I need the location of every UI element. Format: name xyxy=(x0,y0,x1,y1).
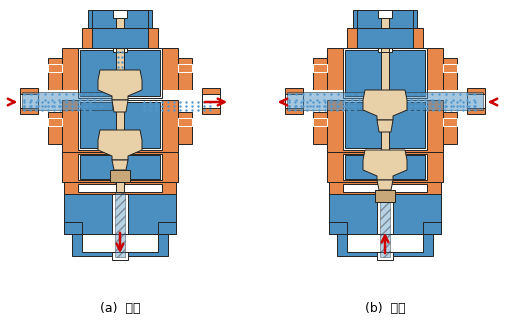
Polygon shape xyxy=(62,152,178,182)
Polygon shape xyxy=(178,58,192,90)
Polygon shape xyxy=(20,90,220,112)
Polygon shape xyxy=(92,28,148,48)
Polygon shape xyxy=(329,182,441,194)
Polygon shape xyxy=(381,10,389,98)
Polygon shape xyxy=(48,58,62,90)
Polygon shape xyxy=(22,92,112,110)
Polygon shape xyxy=(78,48,162,98)
Polygon shape xyxy=(443,112,457,144)
Polygon shape xyxy=(116,10,124,90)
Polygon shape xyxy=(347,234,423,252)
Polygon shape xyxy=(62,48,178,100)
Polygon shape xyxy=(313,112,327,144)
Polygon shape xyxy=(345,102,425,148)
Polygon shape xyxy=(345,155,425,179)
Polygon shape xyxy=(62,100,178,152)
Polygon shape xyxy=(110,170,130,182)
Text: (a)  分流: (a) 分流 xyxy=(100,302,140,315)
Polygon shape xyxy=(393,92,483,110)
Polygon shape xyxy=(343,184,427,192)
Polygon shape xyxy=(98,130,142,160)
Polygon shape xyxy=(112,182,128,260)
Polygon shape xyxy=(285,88,303,114)
Polygon shape xyxy=(329,222,347,234)
Polygon shape xyxy=(178,64,192,72)
Polygon shape xyxy=(48,112,62,144)
Polygon shape xyxy=(443,58,457,90)
Polygon shape xyxy=(72,234,168,256)
Polygon shape xyxy=(377,182,393,260)
Polygon shape xyxy=(327,100,443,152)
Polygon shape xyxy=(343,48,427,98)
Polygon shape xyxy=(357,28,413,48)
Polygon shape xyxy=(378,10,392,52)
Polygon shape xyxy=(116,52,124,192)
Polygon shape xyxy=(178,118,192,126)
Polygon shape xyxy=(377,180,393,190)
Polygon shape xyxy=(92,28,148,48)
Polygon shape xyxy=(363,150,407,180)
Polygon shape xyxy=(48,64,62,72)
Polygon shape xyxy=(112,160,128,170)
Polygon shape xyxy=(112,100,128,112)
Polygon shape xyxy=(78,184,162,192)
Polygon shape xyxy=(353,10,417,52)
Polygon shape xyxy=(80,102,160,148)
Polygon shape xyxy=(357,10,413,28)
Polygon shape xyxy=(82,28,158,48)
Polygon shape xyxy=(343,154,427,180)
Polygon shape xyxy=(347,28,423,48)
Polygon shape xyxy=(443,64,457,72)
Polygon shape xyxy=(64,182,176,234)
Polygon shape xyxy=(443,118,457,126)
Polygon shape xyxy=(423,222,441,234)
Polygon shape xyxy=(363,90,407,120)
Polygon shape xyxy=(329,182,441,234)
Polygon shape xyxy=(381,52,389,192)
Polygon shape xyxy=(343,100,427,150)
Polygon shape xyxy=(64,222,82,234)
Polygon shape xyxy=(285,90,485,112)
Polygon shape xyxy=(20,88,38,114)
Polygon shape xyxy=(313,118,327,126)
Polygon shape xyxy=(378,10,392,18)
Polygon shape xyxy=(380,182,390,257)
Polygon shape xyxy=(80,155,160,179)
Polygon shape xyxy=(20,94,38,108)
Polygon shape xyxy=(313,64,327,72)
Polygon shape xyxy=(158,222,176,234)
Polygon shape xyxy=(113,10,127,52)
Polygon shape xyxy=(375,190,395,202)
Polygon shape xyxy=(287,92,377,110)
Polygon shape xyxy=(82,234,158,252)
Polygon shape xyxy=(78,154,162,180)
Polygon shape xyxy=(202,94,220,108)
Polygon shape xyxy=(467,94,485,108)
Polygon shape xyxy=(202,88,220,114)
Polygon shape xyxy=(88,10,152,52)
Polygon shape xyxy=(285,94,303,108)
Polygon shape xyxy=(178,112,192,144)
Polygon shape xyxy=(345,50,425,96)
Polygon shape xyxy=(64,182,176,194)
Polygon shape xyxy=(113,10,127,18)
Polygon shape xyxy=(92,10,148,28)
Polygon shape xyxy=(377,120,393,132)
Polygon shape xyxy=(313,58,327,90)
Polygon shape xyxy=(327,48,443,100)
Polygon shape xyxy=(78,100,162,150)
Text: (b)  合流: (b) 合流 xyxy=(365,302,405,315)
Polygon shape xyxy=(337,234,433,256)
Polygon shape xyxy=(115,182,125,257)
Polygon shape xyxy=(98,70,142,100)
Polygon shape xyxy=(80,50,160,96)
Polygon shape xyxy=(327,152,443,182)
Polygon shape xyxy=(48,118,62,126)
Polygon shape xyxy=(467,88,485,114)
